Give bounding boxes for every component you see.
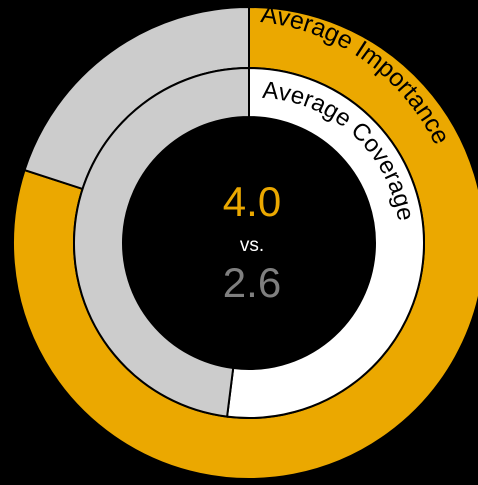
coverage-value: 2.6 <box>223 259 281 306</box>
donut-hole <box>123 117 375 369</box>
versus-label: vs. <box>240 235 264 256</box>
importance-value: 4.0 <box>223 178 281 225</box>
